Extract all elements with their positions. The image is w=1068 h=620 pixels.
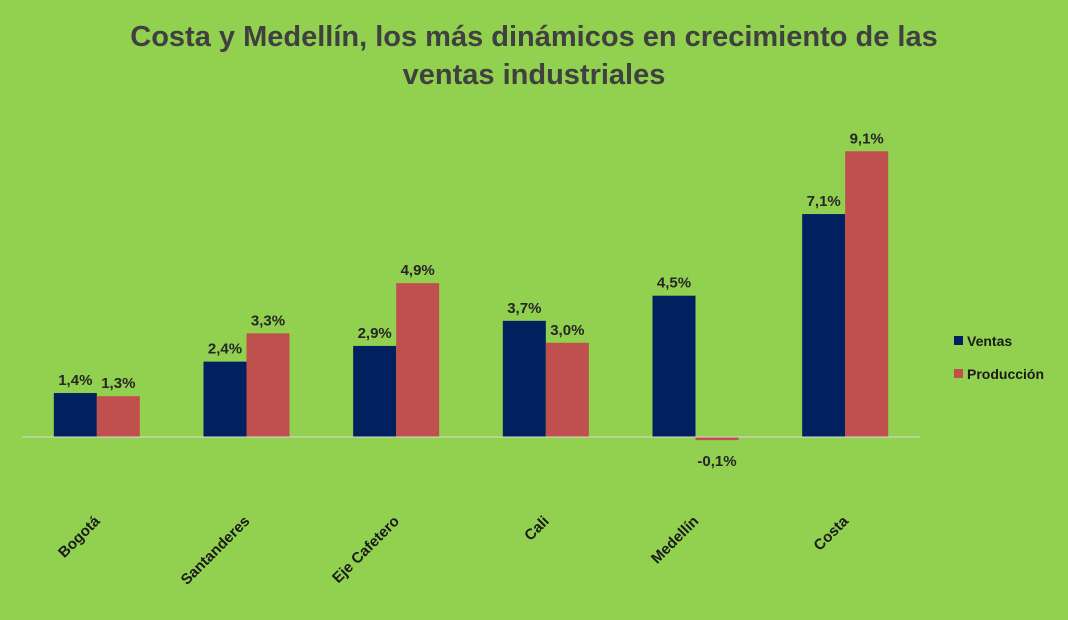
category-label-costa: Costa xyxy=(810,512,852,554)
data-label-produccion-cali: 3,0% xyxy=(550,322,584,339)
bar-produccion-medellin xyxy=(695,437,739,441)
bars-group xyxy=(53,151,889,441)
data-label-ventas-medellin: 4,5% xyxy=(657,275,691,292)
bar-produccion-santanderes xyxy=(246,333,290,437)
data-label-produccion-santanderes: 3,3% xyxy=(251,312,285,329)
category-labels-group: Bogotá Santanderes Eje Cafetero Cali Medellí… xyxy=(55,512,852,588)
bar-ventas-eje-cafetero xyxy=(353,345,397,437)
chart-title-line-1: Costa y Medellín, los más dinámicos en c… xyxy=(130,21,938,53)
category-label-medellin: Medellín xyxy=(648,513,702,567)
data-labels-group: 1,4% 1,3% 2,4% 3,3% 2,9% 4,9% 3,7% 3,0% 4,5% -0,1… xyxy=(58,130,884,470)
legend-label-ventas: Ventas xyxy=(967,333,1012,349)
bar-ventas-santanderes xyxy=(203,361,247,437)
data-label-ventas-bogota: 1,4% xyxy=(58,372,92,389)
legend: Ventas Producción xyxy=(954,333,1044,382)
category-label-santanderes: Santanderes xyxy=(178,513,254,589)
bar-produccion-bogota xyxy=(96,396,140,437)
chart-title: Costa y Medellín, los más dinámicos en c… xyxy=(0,18,1068,94)
category-label-cali: Cali xyxy=(521,513,552,544)
legend-swatch-ventas xyxy=(954,336,963,345)
data-label-produccion-bogota: 1,3% xyxy=(101,375,135,392)
bar-produccion-cali xyxy=(545,342,589,437)
legend-swatch-produccion xyxy=(954,369,963,378)
data-label-ventas-cali: 3,7% xyxy=(507,300,541,317)
bar-produccion-eje-cafetero xyxy=(396,283,440,437)
bar-ventas-cali xyxy=(502,320,546,437)
data-label-ventas-eje-cafetero: 2,9% xyxy=(358,325,392,342)
data-label-produccion-costa: 9,1% xyxy=(850,130,884,147)
bar-ventas-bogota xyxy=(53,393,97,437)
bar-ventas-costa xyxy=(802,214,846,437)
data-label-produccion-medellin: -0,1% xyxy=(697,453,736,470)
bar-ventas-medellin xyxy=(652,295,696,437)
bar-produccion-costa xyxy=(845,151,889,437)
data-label-ventas-santanderes: 2,4% xyxy=(208,341,242,358)
legend-label-produccion: Producción xyxy=(967,366,1044,382)
data-label-ventas-costa: 7,1% xyxy=(807,193,841,210)
category-label-bogota: Bogotá xyxy=(55,512,104,561)
data-label-produccion-eje-cafetero: 4,9% xyxy=(401,262,435,279)
chart-title-line-2: ventas industriales xyxy=(402,59,666,91)
category-label-eje-cafetero: Eje Cafetero xyxy=(329,513,403,587)
